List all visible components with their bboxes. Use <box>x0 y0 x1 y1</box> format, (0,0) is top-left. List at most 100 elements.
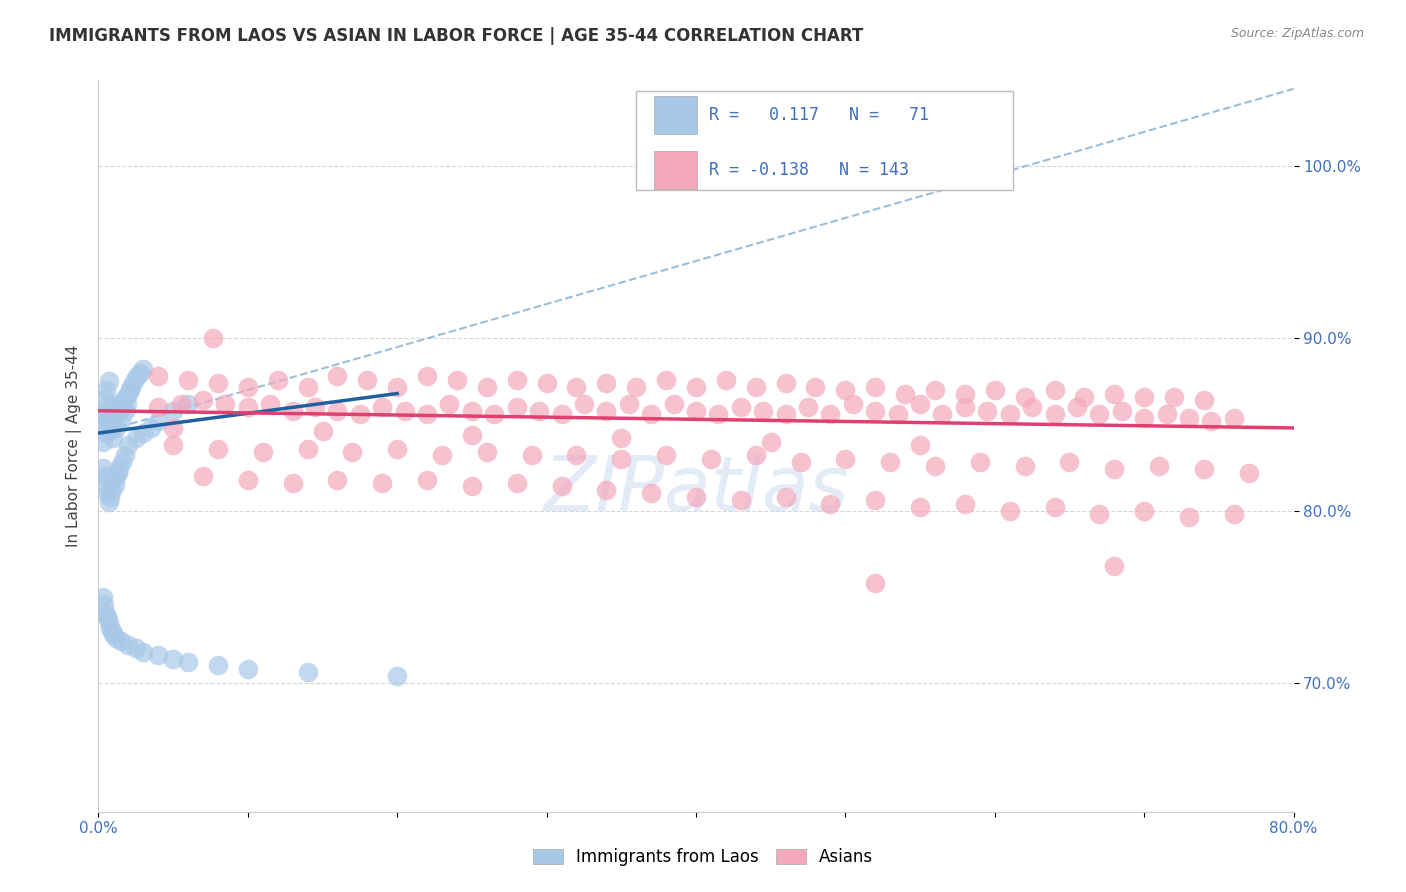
Point <box>177 655 200 669</box>
Point <box>461 427 484 442</box>
Point <box>820 497 842 511</box>
Point <box>969 455 991 469</box>
Point <box>461 479 484 493</box>
Point <box>461 403 484 417</box>
Point <box>91 409 114 423</box>
Point <box>908 500 931 514</box>
Point <box>834 383 856 397</box>
Point <box>252 445 274 459</box>
Point <box>685 490 707 504</box>
Point <box>267 373 290 387</box>
Point <box>730 401 752 415</box>
Text: ZIPatlas: ZIPatlas <box>543 453 849 527</box>
Point <box>416 473 439 487</box>
Point <box>1043 407 1066 421</box>
Point <box>103 473 125 487</box>
Point <box>865 379 887 393</box>
Point <box>1043 383 1066 397</box>
Point <box>655 449 678 463</box>
Point <box>1059 455 1081 469</box>
Point <box>124 375 146 389</box>
Point <box>745 379 768 393</box>
Point <box>834 451 856 466</box>
Point <box>107 466 129 480</box>
Point <box>1104 386 1126 401</box>
Point <box>148 369 170 384</box>
Point <box>775 376 797 391</box>
Point <box>1066 401 1088 415</box>
Point <box>110 414 132 428</box>
Point <box>842 397 865 411</box>
Point <box>550 479 572 493</box>
Point <box>908 397 931 411</box>
Point <box>114 403 136 417</box>
Point <box>1156 407 1178 421</box>
Point <box>506 401 529 415</box>
Point <box>1104 558 1126 573</box>
Point <box>96 486 118 500</box>
Point <box>385 379 409 393</box>
Point <box>236 401 259 415</box>
Point <box>714 373 737 387</box>
Point <box>385 442 409 456</box>
Point <box>1088 407 1111 421</box>
Point <box>536 376 558 391</box>
Point <box>908 438 931 452</box>
Point <box>610 451 633 466</box>
Point <box>112 392 135 406</box>
FancyBboxPatch shape <box>654 96 697 135</box>
Point <box>1088 507 1111 521</box>
Point <box>96 401 118 415</box>
Point <box>148 401 170 415</box>
Point <box>565 379 588 393</box>
Point <box>1104 462 1126 476</box>
Point <box>1223 507 1246 521</box>
Point <box>111 401 134 415</box>
Point <box>162 403 184 417</box>
Point <box>118 383 141 397</box>
Point <box>371 401 394 415</box>
Point <box>125 431 148 445</box>
Text: IMMIGRANTS FROM LAOS VS ASIAN IN LABOR FORCE | AGE 35-44 CORRELATION CHART: IMMIGRANTS FROM LAOS VS ASIAN IN LABOR F… <box>49 27 863 45</box>
Point <box>1043 500 1066 514</box>
Point <box>104 409 127 423</box>
Point <box>565 449 588 463</box>
Point <box>98 414 122 428</box>
FancyBboxPatch shape <box>637 91 1012 190</box>
Point <box>311 425 333 439</box>
Point <box>326 369 349 384</box>
Point <box>775 407 797 421</box>
Point <box>93 598 115 612</box>
Point <box>132 362 155 376</box>
Point <box>804 379 827 393</box>
Text: R = -0.138   N = 143: R = -0.138 N = 143 <box>709 161 910 179</box>
Point <box>506 373 529 387</box>
Point <box>297 665 319 680</box>
Point <box>1147 458 1170 473</box>
Legend: Immigrants from Laos, Asians: Immigrants from Laos, Asians <box>526 842 880 873</box>
Point <box>101 483 124 497</box>
FancyBboxPatch shape <box>654 152 697 189</box>
Point <box>730 493 752 508</box>
Point <box>520 449 543 463</box>
Point <box>191 393 214 408</box>
Point <box>129 366 152 380</box>
Point <box>894 386 917 401</box>
Point <box>640 486 662 500</box>
Point <box>91 590 114 604</box>
Point <box>304 401 326 415</box>
Point <box>1178 510 1201 524</box>
Point <box>162 421 184 435</box>
Point <box>107 397 129 411</box>
Point <box>550 407 572 421</box>
Point <box>326 473 349 487</box>
Point <box>865 493 887 508</box>
Point <box>104 477 127 491</box>
Point <box>96 610 118 624</box>
Point <box>93 392 115 406</box>
Point <box>103 401 125 415</box>
Point <box>626 379 648 393</box>
Point <box>924 458 946 473</box>
Text: R =   0.117   N =   71: R = 0.117 N = 71 <box>709 106 929 124</box>
Point <box>1014 458 1036 473</box>
